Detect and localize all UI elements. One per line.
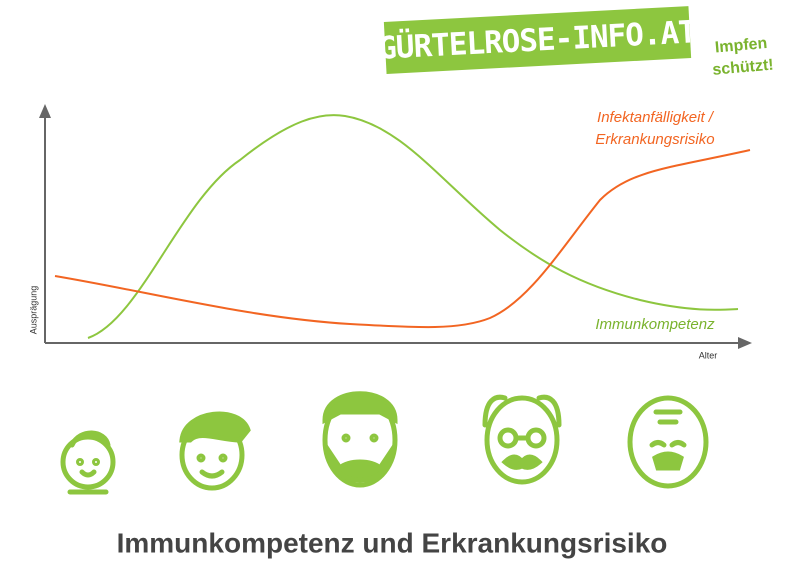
face-baby — [60, 430, 116, 495]
face-adult — [322, 391, 398, 488]
faces — [60, 391, 709, 495]
y-axis-label: Ausprägung — [28, 286, 38, 335]
brand-banner: GÜRTELROSE-INFO.AT — [377, 6, 697, 74]
banner-box — [383, 6, 692, 74]
risk-label-line: Erkrankungsrisiko — [595, 131, 714, 148]
axes — [44, 112, 742, 344]
risk-label-line: Infektanfälligkeit / — [597, 109, 715, 126]
slogan-line: Impfen — [714, 35, 768, 57]
immunity-curve — [87, 114, 739, 339]
slogan: Impfen schützt! — [712, 35, 775, 79]
x-axis-label: Alter — [699, 350, 718, 360]
face-old — [627, 395, 709, 489]
risk-label: Infektanfälligkeit / Erkrankungsrisiko — [595, 109, 714, 148]
slogan-line: schützt! — [712, 57, 775, 79]
x-arrow — [738, 337, 752, 349]
face-young — [179, 411, 251, 491]
immunity-label: Immunkompetenz — [595, 316, 715, 333]
face-elder — [482, 394, 562, 485]
risk-curve — [54, 149, 751, 329]
y-arrow — [39, 104, 51, 118]
page-title: Immunkompetenz und Erkrankungsrisiko — [117, 527, 668, 558]
